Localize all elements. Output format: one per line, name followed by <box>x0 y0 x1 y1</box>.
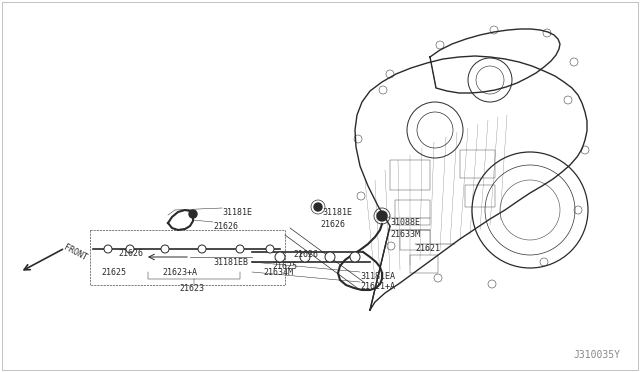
Text: 21621+A: 21621+A <box>360 282 395 291</box>
Bar <box>395 200 430 225</box>
Text: 21626: 21626 <box>118 249 143 258</box>
Text: 31181E: 31181E <box>222 208 252 217</box>
Bar <box>390 160 430 190</box>
Text: 21625: 21625 <box>101 268 126 277</box>
Text: 21623: 21623 <box>179 284 205 293</box>
Circle shape <box>161 245 169 253</box>
Text: 21633M: 21633M <box>390 230 420 239</box>
Text: 31181EA: 31181EA <box>360 272 395 281</box>
Circle shape <box>377 211 387 221</box>
Bar <box>410 255 438 273</box>
Bar <box>400 230 430 250</box>
Circle shape <box>275 252 285 262</box>
Circle shape <box>314 203 322 211</box>
Circle shape <box>198 245 206 253</box>
Text: 21621: 21621 <box>415 244 440 253</box>
Text: FRONT: FRONT <box>62 243 88 263</box>
Circle shape <box>236 245 244 253</box>
Circle shape <box>266 245 274 253</box>
Text: 31088E: 31088E <box>390 218 420 227</box>
Bar <box>465 185 495 207</box>
Text: 31181E: 31181E <box>322 208 352 217</box>
Circle shape <box>104 245 112 253</box>
Text: 21626: 21626 <box>213 222 238 231</box>
Circle shape <box>350 252 360 262</box>
Circle shape <box>189 210 197 218</box>
Text: 31181EB: 31181EB <box>213 258 248 267</box>
Circle shape <box>126 245 134 253</box>
Circle shape <box>300 252 310 262</box>
Circle shape <box>325 252 335 262</box>
Text: 21625: 21625 <box>272 262 297 271</box>
Bar <box>460 150 495 178</box>
Bar <box>90 230 285 285</box>
Text: 21623+A: 21623+A <box>162 268 197 277</box>
Text: 21634M: 21634M <box>263 268 293 277</box>
Text: 21626: 21626 <box>320 220 345 229</box>
Text: J310035Y: J310035Y <box>573 350 620 360</box>
Text: 21626: 21626 <box>293 250 318 259</box>
